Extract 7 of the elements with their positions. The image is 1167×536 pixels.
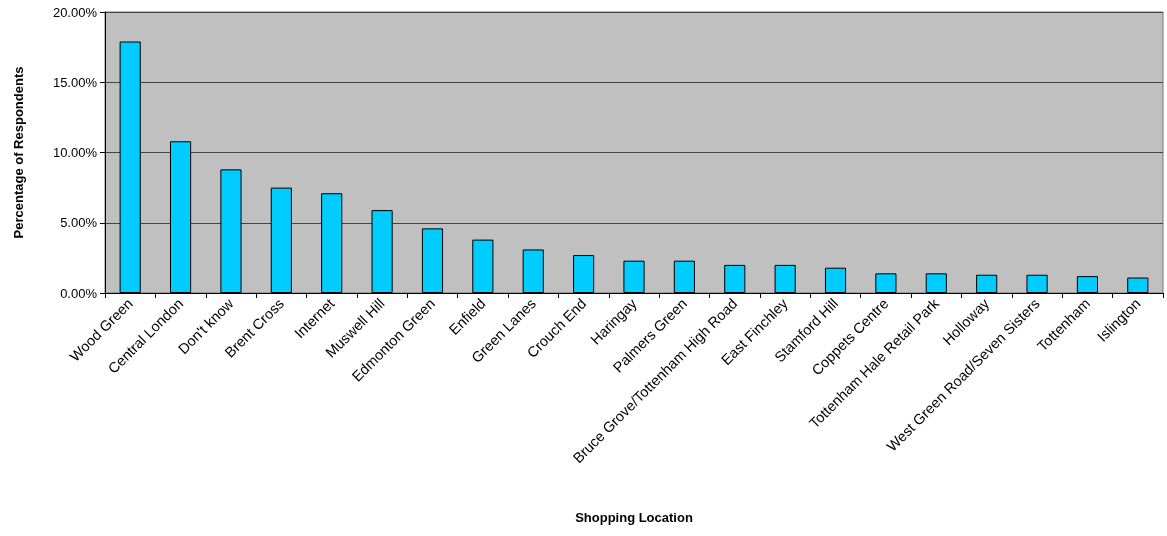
- y-tick-label: 5.00%: [60, 215, 98, 231]
- y-tick-label: 10.00%: [52, 145, 98, 160]
- x-axis-title: Shopping Location: [575, 510, 693, 525]
- y-axis-title: Percentage of Respondents: [11, 66, 26, 239]
- y-tick-label: 15.00%: [52, 74, 98, 90]
- y-tick-label: 20.00%: [52, 4, 98, 20]
- y-tick-label: 0.00%: [60, 285, 98, 301]
